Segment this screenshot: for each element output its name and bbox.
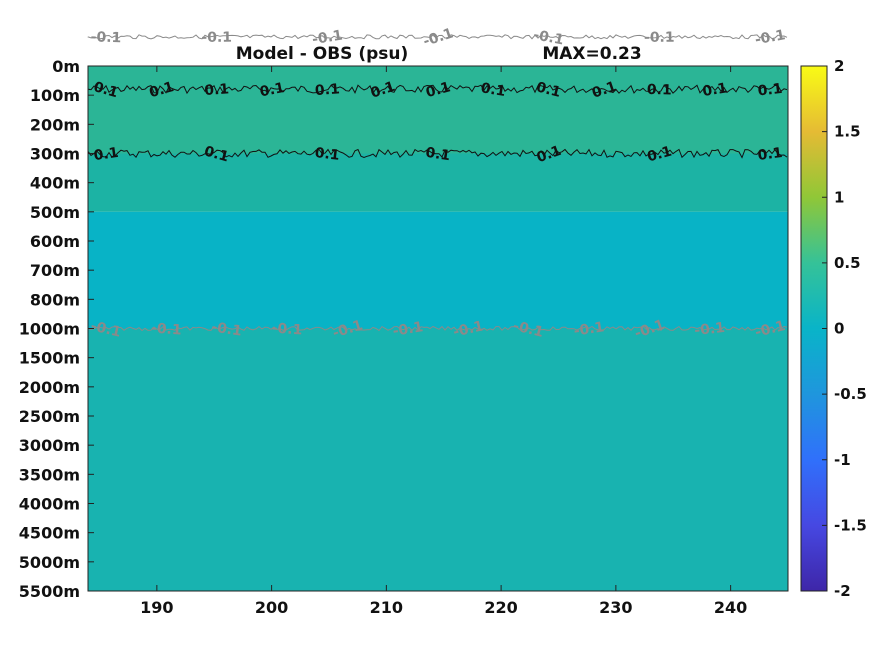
- contour-label: -0.1: [754, 27, 787, 48]
- contour-label: -0.1: [311, 28, 344, 48]
- colorbar-tick-label: -2: [834, 582, 851, 600]
- contour-line: [87, 325, 788, 332]
- colorbar-tick-label: 1: [834, 188, 844, 206]
- contour-label: -0.1: [151, 321, 183, 339]
- contour-label: 0.1: [646, 144, 674, 166]
- contour-line: [87, 34, 788, 40]
- colorbar-tick-label: 0: [834, 320, 844, 338]
- contour-label: 0.1: [202, 143, 230, 165]
- field-band: [88, 328, 788, 591]
- y-tick-label: 3500m: [19, 465, 80, 484]
- colorbar-tick-label: -1: [834, 451, 851, 469]
- contour-label: 0.1: [757, 81, 783, 100]
- contour-label: -0.1: [452, 318, 485, 340]
- contour-label: 0.1: [314, 145, 340, 164]
- contour-label: -0.1: [573, 319, 606, 339]
- contour-line: [87, 84, 788, 95]
- plot-area: [88, 66, 788, 591]
- x-tick-label: 230: [599, 598, 632, 617]
- y-tick-label: 4500m: [19, 524, 80, 543]
- contour-label: 0.1: [535, 143, 564, 166]
- y-tick-label: 1000m: [19, 320, 80, 339]
- contour-label: -0.1: [90, 29, 121, 46]
- contour-label: 0.1: [590, 79, 619, 102]
- contour-label: 0.1: [147, 79, 175, 101]
- contour-label: -0.1: [89, 318, 122, 341]
- y-axis: 0m 100m 200m 300m 400m 500m 600m 700m 800m 1000m 1…: [19, 57, 94, 601]
- contour-label: -0.1: [532, 27, 565, 48]
- contour-line: [87, 148, 788, 159]
- x-tick-label: 200: [255, 598, 288, 617]
- x-tick-label: 210: [370, 598, 403, 617]
- colorbar-tick-label: 0.5: [834, 254, 861, 272]
- contour-label: 0.1: [93, 145, 120, 164]
- x-axis: 190 200 210 220 230 240: [140, 66, 747, 617]
- contour-label: 0.1: [314, 81, 340, 99]
- y-tick-label: 0m: [52, 57, 80, 76]
- contour-label: 0.1: [480, 80, 507, 100]
- y-tick-label: 5500m: [19, 582, 80, 601]
- y-tick-label: 1500m: [19, 349, 80, 368]
- y-tick-label: 400m: [30, 174, 80, 193]
- contour-label: -0.1: [511, 318, 545, 341]
- contour-label: -0.1: [210, 319, 243, 339]
- x-tick-label: 190: [140, 598, 173, 617]
- field-band: [88, 153, 788, 212]
- contour-label: 0.1: [757, 145, 784, 164]
- y-tick-label: 4000m: [19, 495, 80, 514]
- contour-label: 0.1: [204, 81, 230, 99]
- y-tick-label: 700m: [30, 261, 80, 280]
- colorbar-tick-label: -1.5: [834, 516, 867, 534]
- y-tick-label: 2000m: [19, 378, 80, 397]
- contour-label: -0.1: [421, 25, 455, 50]
- contour-label: -0.1: [392, 319, 425, 340]
- field-band: [88, 66, 788, 154]
- contour-lines: 0.1 0.1 0.1 0.1 0.1 0.1 0.1 0.1 0.1 0.1 0.1 0.1 0.1 0…: [87, 25, 788, 342]
- x-tick-label: 240: [714, 598, 747, 617]
- contour-label: -0.1: [753, 318, 787, 341]
- colorbar-axis: 2 1.5 1 0.5 0 -0.5 -1 -1.5 -2: [822, 57, 867, 600]
- contour-label: 0.1: [701, 80, 728, 100]
- y-tick-label: 600m: [30, 232, 80, 251]
- contour-label: 0.1: [534, 79, 562, 101]
- contour-label: 0.1: [92, 79, 120, 101]
- contour-label: 0.1: [424, 79, 452, 101]
- field-band: [88, 211, 788, 329]
- contour-label: 0.1: [258, 80, 285, 100]
- contour-label: -0.1: [201, 30, 232, 46]
- y-tick-label: 2500m: [19, 407, 80, 426]
- colorbar-tick-label: -0.5: [834, 385, 867, 403]
- chart-max-label: MAX=0.23: [542, 44, 641, 64]
- y-tick-label: 3000m: [19, 436, 80, 455]
- contour-label: 0.1: [424, 145, 451, 164]
- contour-label: -0.1: [644, 30, 675, 46]
- y-tick-label: 5000m: [19, 553, 80, 572]
- chart-title: Model - OBS (psu): [236, 44, 409, 64]
- x-tick-label: 220: [484, 598, 517, 617]
- colorbar-tick-label: 1.5: [834, 123, 861, 141]
- contour-label: 0.1: [647, 82, 672, 99]
- contour-label: -0.1: [694, 320, 726, 339]
- contour-label: 0.1: [369, 79, 398, 102]
- contour-label: -0.1: [271, 321, 303, 339]
- y-tick-label: 300m: [30, 145, 80, 164]
- y-tick-label: 100m: [30, 86, 80, 105]
- y-tick-label: 800m: [30, 290, 80, 309]
- colorbar-tick-label: 2: [834, 57, 844, 75]
- y-tick-label: 200m: [30, 115, 80, 134]
- y-tick-label: 500m: [30, 203, 80, 222]
